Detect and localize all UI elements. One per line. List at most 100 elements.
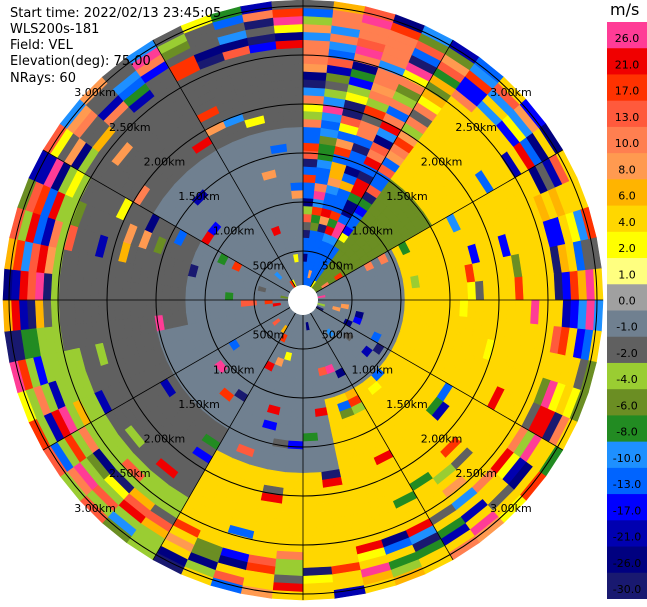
colorbar-level: 13.0 (607, 100, 647, 128)
nrays-text: NRays: 60 (10, 71, 76, 86)
colorbar-swatch (607, 205, 647, 233)
velocity-cell (302, 456, 321, 466)
velocity-cell (302, 330, 308, 340)
elevation-text: Elevation(deg): 75.00 (10, 54, 151, 69)
velocity-cell (293, 213, 304, 223)
velocity-cell (129, 299, 139, 319)
velocity-cell (467, 281, 477, 301)
velocity-cell (292, 205, 304, 215)
colorbar-swatch (607, 48, 647, 76)
velocity-cell (302, 221, 312, 231)
colorbar-level: -21.0 (607, 520, 647, 548)
velocity-cell (302, 401, 315, 411)
range-ring-label: 500m (322, 259, 354, 272)
velocity-cell (89, 299, 100, 323)
velocity-cell (302, 479, 324, 490)
velocity-cell (467, 299, 477, 319)
velocity-cell (302, 448, 320, 458)
velocity-cell (302, 511, 327, 522)
velocity-cell (372, 299, 382, 309)
colorbar-level: -4.0 (607, 362, 647, 390)
velocity-cell (325, 296, 335, 301)
velocity-cell (302, 440, 319, 450)
velocity-cell (192, 299, 202, 312)
velocity-cell (302, 353, 310, 363)
colorbar-level: -8.0 (607, 415, 647, 443)
velocity-cell (278, 70, 304, 81)
range-ring-label: 1.50km (178, 190, 220, 203)
velocity-cell (286, 448, 304, 458)
velocity-cell (89, 277, 100, 301)
colorbar-level: 26.0 (607, 22, 647, 49)
velocity-cell (280, 503, 304, 514)
velocity-cell (388, 299, 398, 311)
velocity-cell (302, 205, 314, 215)
velocity-cell (302, 126, 322, 136)
velocity-cell (73, 299, 84, 325)
velocity-cell (302, 416, 317, 427)
velocity-cell (97, 299, 108, 322)
velocity-cell (283, 472, 304, 482)
velocity-cell (482, 299, 493, 321)
velocity-cell (427, 285, 438, 301)
velocity-cell (271, 299, 281, 304)
velocity-cell (283, 118, 304, 128)
colorbar-tick-label: -26.0 (613, 557, 641, 570)
velocity-cell (137, 299, 147, 318)
velocity-cell (363, 285, 374, 294)
colorbar-tick-label: -10.0 (613, 452, 641, 465)
velocity-cell (296, 245, 304, 254)
velocity-cell (451, 283, 461, 301)
colorbar-tick-label: -2.0 (616, 347, 637, 360)
range-ring-label: 1.00km (352, 225, 394, 238)
velocity-cell (309, 360, 318, 371)
velocity-cell (153, 299, 163, 316)
azimuth-line (310, 312, 454, 560)
velocity-cell (302, 229, 311, 239)
colorbar-level: 6.0 (607, 179, 647, 207)
velocity-cell (427, 299, 438, 315)
velocity-cell (279, 511, 304, 522)
velocity-cell (302, 118, 323, 128)
velocity-cell (176, 299, 187, 314)
velocity-cell (506, 277, 517, 301)
colorbar-tick-label: 10.0 (615, 137, 640, 150)
velocity-cell (288, 165, 304, 176)
velocity-cell (298, 260, 304, 270)
velocity-cell (364, 299, 374, 308)
field-text: Field: VEL (10, 38, 73, 53)
velocity-cell (299, 268, 304, 278)
velocity-cell (459, 282, 469, 301)
range-ring-label: 1.00km (213, 363, 255, 376)
velocity-cell (302, 338, 309, 348)
velocity-cell (232, 292, 242, 301)
velocity-cell (302, 590, 335, 601)
velocity-cell (113, 279, 124, 301)
range-ring-label: 2.50km (109, 467, 151, 480)
velocity-cell (81, 276, 92, 301)
velocity-cell (302, 361, 311, 371)
colorbar-tick-label: 21.0 (615, 58, 640, 71)
colorbar-level: -30.0 (607, 572, 647, 599)
range-ring-label: 1.50km (386, 190, 428, 203)
range-ring-label: 2.00km (144, 433, 186, 446)
range-ring-label: 500m (253, 329, 285, 342)
colorbar-level: -26.0 (607, 546, 647, 574)
range-ring-label: 1.50km (386, 398, 428, 411)
range-ring-label: 2.50km (455, 467, 497, 480)
colorbar-swatch (607, 284, 647, 312)
velocity-cell (153, 284, 163, 301)
velocity-cell (292, 385, 304, 395)
velocity-cell (287, 157, 304, 168)
velocity-cell (293, 377, 304, 387)
velocity-cell (302, 142, 320, 152)
colorbar-swatch (607, 100, 647, 128)
colorbar-swatch (607, 362, 647, 390)
center-blank (288, 285, 318, 315)
colorbar-swatch (607, 415, 647, 443)
velocity-cell (97, 278, 108, 301)
colorbar-tick-label: 13.0 (615, 111, 640, 124)
colorbar-level: -1.0 (607, 310, 647, 338)
velocity-cell (289, 416, 304, 427)
velocity-cell (333, 295, 343, 301)
